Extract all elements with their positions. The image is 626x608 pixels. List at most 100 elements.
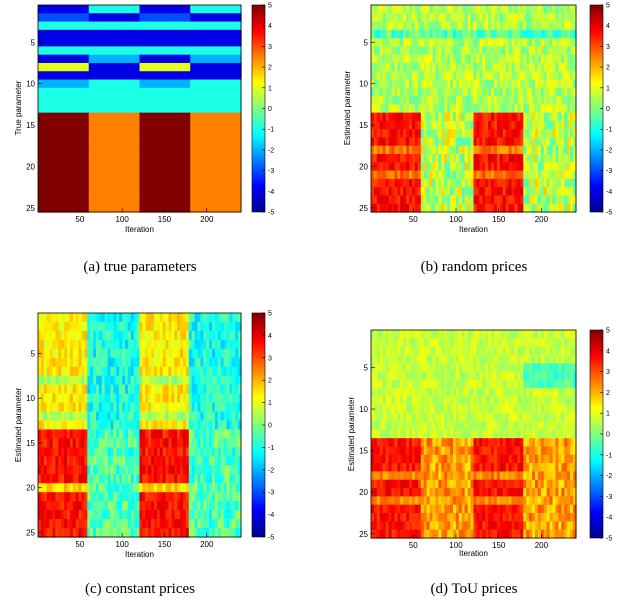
heatmap-cell — [470, 413, 475, 423]
heatmap-cell — [148, 402, 152, 413]
heatmap-cell — [142, 465, 146, 475]
heatmap-cell — [444, 421, 448, 431]
heatmap-cell — [420, 471, 425, 481]
heatmap-cell — [197, 492, 201, 502]
heatmap-cell — [180, 357, 184, 368]
x-ticks-a: 50 100 150 200 — [75, 208, 214, 224]
heatmap-cell — [537, 104, 542, 114]
heatmap-cell — [61, 330, 65, 341]
heatmap-cell — [470, 54, 475, 64]
heatmap-cell — [223, 411, 228, 422]
heatmap-cell — [558, 463, 562, 473]
heatmap-cell — [573, 71, 577, 81]
heatmap-cell — [444, 154, 448, 163]
heatmap-cell — [139, 13, 191, 23]
heatmap-cell — [570, 13, 574, 23]
heatmap-cell — [447, 396, 451, 406]
heatmap-cell — [235, 519, 239, 529]
heatmap-cell — [197, 429, 201, 440]
heatmap-cell — [470, 170, 475, 180]
heatmap-cell — [467, 404, 472, 414]
heatmap-cell — [78, 438, 83, 448]
heatmap-cell — [526, 338, 530, 348]
heatmap-cell — [400, 54, 404, 64]
heatmap-cell — [441, 5, 445, 14]
heatmap-cell — [136, 313, 141, 323]
heatmap-cell — [197, 510, 201, 520]
heatmap-cell — [552, 404, 557, 414]
heatmap-cell — [517, 112, 521, 122]
heatmap-cell — [520, 137, 524, 147]
heatmap-cell — [373, 162, 378, 172]
heatmap-cell — [464, 21, 469, 31]
heatmap-cell — [88, 187, 141, 197]
heatmap-cell — [81, 313, 85, 323]
heatmap-cell — [206, 402, 210, 413]
heatmap-cell — [385, 421, 390, 431]
heatmap-cell — [514, 388, 519, 398]
heatmap-cell — [38, 170, 90, 180]
heatmap-cell — [482, 363, 486, 373]
heatmap-cell — [470, 388, 475, 398]
heatmap-cell — [122, 429, 126, 440]
heatmap-cell — [552, 21, 557, 31]
heatmap-cell — [499, 379, 504, 389]
heatmap-cell — [382, 396, 387, 406]
heatmap-cell — [520, 170, 524, 180]
heatmap-cell — [441, 330, 445, 339]
heatmap-cell — [139, 21, 191, 31]
heatmap-cell — [499, 137, 504, 147]
heatmap-cell — [453, 371, 457, 381]
heatmap-cell — [200, 456, 204, 466]
heatmap-cell — [110, 519, 114, 529]
heatmap-cell — [148, 339, 152, 350]
heatmap-cell — [58, 402, 62, 413]
heatmap-cell — [391, 330, 396, 339]
heatmap-cell — [450, 46, 454, 56]
heatmap-cell — [148, 313, 152, 323]
heatmap-cell — [197, 411, 201, 422]
heatmap-cell — [567, 413, 571, 423]
heatmap-cell — [543, 87, 548, 97]
heatmap-cell — [226, 465, 230, 475]
heatmap-cell — [505, 178, 510, 188]
heatmap-cell — [552, 454, 557, 464]
heatmap-cell — [81, 474, 85, 484]
heatmap-cell — [194, 438, 199, 448]
heatmap-cell — [473, 388, 478, 398]
heatmap-cell — [397, 388, 401, 398]
heatmap-cell — [90, 366, 94, 377]
heatmap-cell — [148, 456, 152, 466]
heatmap-cell — [206, 510, 210, 520]
heatmap-cell — [453, 396, 457, 406]
heatmap-cell — [212, 402, 216, 413]
heatmap-cell — [394, 62, 398, 72]
heatmap-cell — [505, 446, 510, 456]
heatmap-cell — [409, 79, 413, 89]
heatmap-cell — [385, 129, 390, 139]
heatmap-cell — [494, 129, 498, 139]
heatmap-cell — [564, 187, 568, 197]
heatmap-cell — [139, 203, 191, 213]
heatmap-cell — [508, 338, 513, 348]
heatmap-cell — [212, 510, 216, 520]
heatmap-cell — [188, 357, 193, 368]
heatmap-cell — [75, 510, 80, 520]
heatmap-cell — [394, 178, 398, 188]
heatmap-cell — [482, 388, 486, 398]
heatmap-cell — [151, 411, 155, 422]
heatmap-cell — [488, 338, 492, 348]
heatmap-cell — [98, 357, 103, 368]
heatmap-cell — [444, 71, 448, 81]
heatmap-cell — [447, 463, 451, 473]
heatmap-cell — [69, 447, 74, 457]
heatmap-cell — [58, 429, 62, 440]
heatmap-cell — [435, 446, 439, 456]
heatmap-cell — [81, 330, 85, 341]
heatmap-cell — [520, 29, 524, 39]
heatmap-cell — [476, 396, 480, 406]
heatmap-cell — [555, 79, 560, 89]
heatmap-cell — [458, 446, 463, 456]
heatmap-cell — [101, 447, 106, 457]
heatmap-cell — [403, 454, 407, 464]
